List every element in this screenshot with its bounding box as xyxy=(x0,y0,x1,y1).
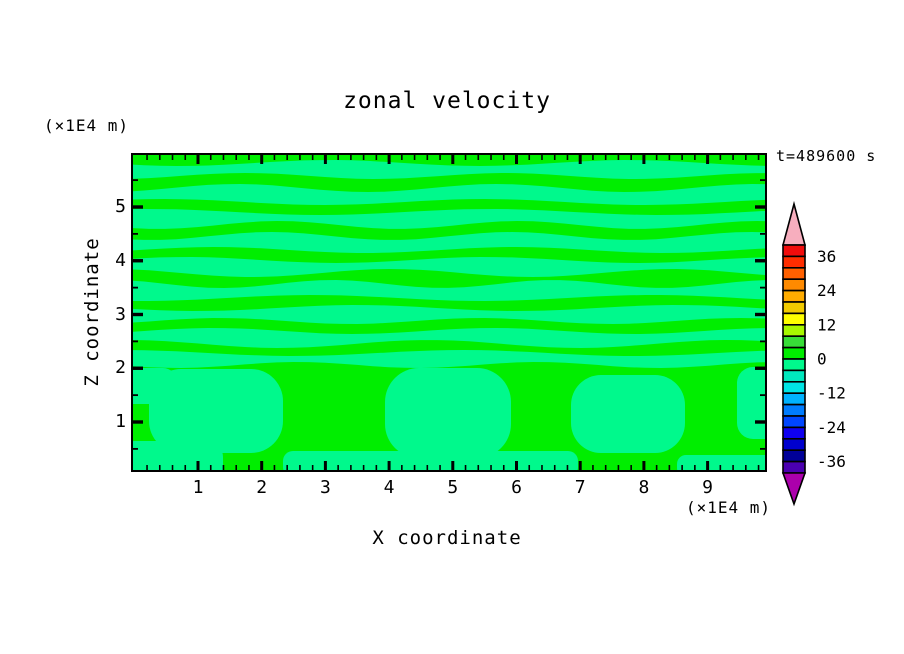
x-tick-label: 3 xyxy=(309,477,341,498)
x-tick-label: 9 xyxy=(692,477,724,498)
y-tick-label: 3 xyxy=(88,304,126,325)
time-annotation: t=489600 s xyxy=(776,147,876,165)
colorbar-tick-label: 0 xyxy=(817,350,827,369)
colorbar-tick-label: 24 xyxy=(817,281,836,300)
chart-title: zonal velocity xyxy=(131,88,763,114)
x-axis-units-label: (×1E4 m) xyxy=(686,498,771,517)
y-tick-label: 1 xyxy=(88,411,126,432)
y-tick-label: 4 xyxy=(88,250,126,271)
figure-canvas: zonal velocity (×1E4 m) t=489600 s Z coo… xyxy=(0,0,904,654)
colorbar-tick-label: -36 xyxy=(817,452,846,471)
x-tick-label: 7 xyxy=(564,477,596,498)
y-axis-units-label: (×1E4 m) xyxy=(44,116,129,135)
y-tick-label: 2 xyxy=(88,357,126,378)
y-tick-label: 5 xyxy=(88,196,126,217)
colorbar-svg: 36 24 12 0 -12 -24 -36 xyxy=(779,200,899,512)
colorbar-tick-label: -24 xyxy=(817,418,846,437)
x-axis-title: X coordinate xyxy=(131,527,763,549)
contour-plot-area xyxy=(131,153,767,472)
colorbar-tick-label: 36 xyxy=(817,247,836,266)
x-tick-label: 8 xyxy=(628,477,660,498)
x-tick-label: 2 xyxy=(246,477,278,498)
x-tick-label: 5 xyxy=(437,477,469,498)
x-tick-label: 1 xyxy=(182,477,214,498)
x-tick-label: 6 xyxy=(501,477,533,498)
colorbar: 36 24 12 0 -12 -24 -36 xyxy=(779,200,899,516)
x-tick-label: 4 xyxy=(373,477,405,498)
colorbar-tick-label: -12 xyxy=(817,384,846,403)
contour-field-svg xyxy=(133,155,765,470)
colorbar-tick-label: 12 xyxy=(817,315,836,334)
